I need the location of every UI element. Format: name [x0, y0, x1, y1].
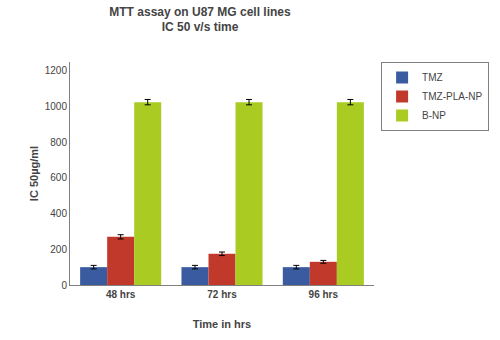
svg-text:72 hrs: 72 hrs: [207, 289, 237, 300]
svg-text:B-NP: B-NP: [422, 110, 446, 121]
svg-text:TMZ: TMZ: [422, 72, 443, 83]
svg-text:400: 400: [50, 208, 67, 219]
svg-text:48 hrs: 48 hrs: [106, 289, 136, 300]
svg-text:IC 50µg/ml: IC 50µg/ml: [28, 146, 40, 201]
svg-text:200: 200: [50, 244, 67, 255]
svg-text:600: 600: [50, 172, 67, 183]
svg-text:800: 800: [50, 137, 67, 148]
svg-text:0: 0: [61, 280, 67, 291]
svg-text:MTT assay on U87 MG cell lines: MTT assay on U87 MG cell linesIC 50 v/s …: [109, 5, 291, 35]
svg-text:1000: 1000: [45, 101, 68, 112]
svg-text:TMZ-PLA-NP: TMZ-PLA-NP: [422, 91, 482, 102]
svg-text:Time in hrs: Time in hrs: [193, 318, 251, 330]
svg-text:96 hrs: 96 hrs: [309, 289, 339, 300]
svg-text:1200: 1200: [45, 65, 68, 76]
